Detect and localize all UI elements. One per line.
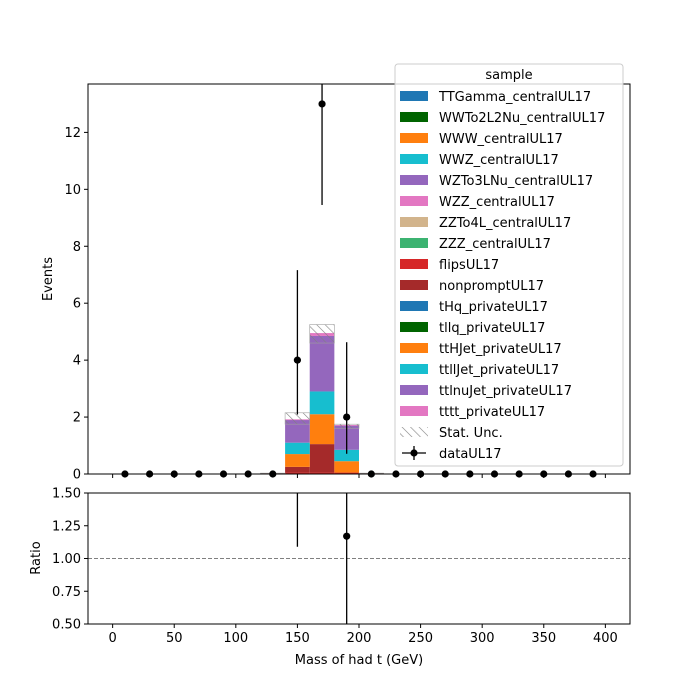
legend-swatch-6 <box>400 217 428 227</box>
ratio-y-tick-label-0: 0.50 <box>52 618 81 633</box>
legend-entry-label-5: WZZ_centralUL17 <box>439 195 555 210</box>
legend-entry-label-2: WWW_centralUL17 <box>439 132 563 147</box>
ratio-y-tick-label-2: 1.00 <box>52 552 81 567</box>
legend-entry-label-4: WZTo3LNu_centralUL17 <box>439 174 593 189</box>
bar-segment-3-3 <box>334 449 359 462</box>
main-panel: 0 2 4 6 8 10 12 Events sample TTGamma_centralUL… <box>41 63 631 483</box>
data-point-7 <box>293 356 302 364</box>
legend-swatch-12 <box>400 343 428 353</box>
legend-entry-label-1: WWTo2L2Nu_centralUL17 <box>439 111 605 126</box>
main-y-tick-label-5: 10 <box>64 183 81 198</box>
legend-entry-label-9: nonpromptUL17 <box>439 279 544 294</box>
x-tick-label-7: 350 <box>531 631 556 646</box>
stacked-bars <box>260 333 384 474</box>
bar-segment-4-2 <box>309 335 335 392</box>
ratio-y-tick-label-3: 1.25 <box>52 519 81 534</box>
ratio-y-axis-label: Ratio <box>29 541 44 574</box>
data-point-9 <box>343 413 351 421</box>
legend-entry-label-12: ttHJet_privateUL17 <box>439 342 562 357</box>
legend-entry-label-17: dataUL17 <box>439 447 502 462</box>
legend-entry-label-7: ZZZ_centralUL17 <box>439 237 551 252</box>
data-point-8 <box>318 100 326 108</box>
legend-entry-label-15: tttt_privateUL17 <box>439 405 545 420</box>
main-axes: 0 2 4 6 8 10 12 <box>64 83 631 483</box>
legend-entry-label-13: ttllJet_privateUL17 <box>439 363 559 378</box>
legend-entry-label-16: Stat. Unc. <box>439 426 503 441</box>
main-y-tick-label-2: 4 <box>73 354 81 369</box>
bar-segment-1-1 <box>285 466 310 473</box>
ratio-point-2 <box>343 532 351 540</box>
bar-segment-0-1 <box>285 472 310 474</box>
main-y-tick-label-0: 0 <box>73 468 81 483</box>
x-tick-label-1: 50 <box>166 631 183 646</box>
bar-segment-3-1 <box>285 442 310 455</box>
legend-swatch-15 <box>400 406 428 416</box>
legend-entry-label-3: WWZ_centralUL17 <box>439 153 559 168</box>
legend-title: sample <box>485 68 532 83</box>
legend-swatch-4 <box>400 175 428 185</box>
legend-swatch-16 <box>400 427 428 437</box>
legend-entry-label-0: TTGamma_centralUL17 <box>438 90 591 105</box>
x-axis-label: Mass of had t (GeV) <box>295 653 423 668</box>
data-points <box>121 84 597 478</box>
bar-segment-4-1 <box>285 419 310 443</box>
main-y-tick-label-6: 12 <box>64 126 81 141</box>
x-tick-label-3: 150 <box>285 631 310 646</box>
x-tick-label-8: 400 <box>593 631 618 646</box>
bar-segment-2-3 <box>334 461 359 473</box>
legend-entry-label-8: flipsUL17 <box>439 258 499 273</box>
legend-swatch-7 <box>400 238 428 248</box>
ratio-points <box>296 493 351 624</box>
bar-segment-1-2 <box>309 444 335 473</box>
ratio-axes: 0 50 100 150 200 250 300 350 400 0.50 0.75 1.00 1.25… <box>52 487 631 646</box>
x-tick-label-5: 250 <box>408 631 433 646</box>
main-y-tick-label-4: 8 <box>73 240 81 255</box>
legend-swatch-13 <box>400 364 428 374</box>
legend-swatch-8 <box>400 259 428 269</box>
legend-entry-label-10: tHq_privateUL17 <box>439 300 548 315</box>
legend-entry-label-6: ZZTo4L_centralUL17 <box>439 216 571 231</box>
legend-swatch-14 <box>400 385 428 395</box>
legend-swatch-1 <box>400 112 428 122</box>
legend-entry-label-14: ttlnuJet_privateUL17 <box>439 384 572 399</box>
legend-entry-label-11: tllq_privateUL17 <box>439 321 545 336</box>
legend-swatch-5 <box>400 196 428 206</box>
ratio-panel: 0 50 100 150 200 250 300 350 400 0.50 0.75 1.00 1.25… <box>29 487 631 668</box>
legend-swatch-3 <box>400 154 428 164</box>
main-y-axis-label: Events <box>41 257 56 301</box>
bar-segment-0-2 <box>309 472 335 474</box>
stat-unc-band-2 <box>309 324 335 344</box>
legend-swatch-9 <box>400 280 428 290</box>
bar-segment-0-3 <box>334 472 359 474</box>
main-y-tick-label-1: 2 <box>73 411 81 426</box>
x-tick-label-4: 200 <box>347 631 372 646</box>
legend-swatch-11 <box>400 322 428 332</box>
legend-box <box>394 63 624 467</box>
bar-segment-2-1 <box>285 454 310 467</box>
x-tick-label-0: 0 <box>108 631 116 646</box>
legend-swatch-10 <box>400 301 428 311</box>
ratio-y-tick-label-4: 1.50 <box>52 487 81 502</box>
legend-swatch-2 <box>400 133 428 143</box>
legend: sample TTGamma_centralUL17 WWTo2L2Nu_centr… <box>394 63 624 467</box>
bar-segment-3-2 <box>309 391 335 415</box>
ratio-y-tick-label-1: 0.75 <box>52 585 81 600</box>
legend-marker-17 <box>410 449 418 457</box>
x-tick-label-6: 300 <box>470 631 495 646</box>
main-y-tick-label-3: 6 <box>73 297 81 312</box>
x-tick-label-2: 100 <box>223 631 248 646</box>
legend-swatch-0 <box>400 91 428 101</box>
bar-segment-2-2 <box>309 414 335 445</box>
